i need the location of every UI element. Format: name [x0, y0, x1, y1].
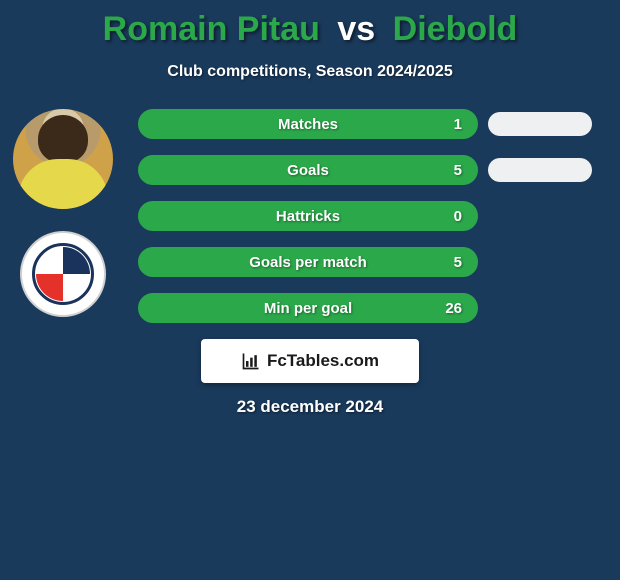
- stat-pill: Goals 5: [138, 155, 478, 185]
- stat-pill: Goals per match 5: [138, 247, 478, 277]
- subtitle: Club competitions, Season 2024/2025: [0, 63, 620, 81]
- stat-pill: Matches 1: [138, 109, 478, 139]
- stat-row: Matches 1: [138, 109, 602, 139]
- chart-icon: [241, 351, 261, 371]
- stat-pill: Hattricks 0: [138, 201, 478, 231]
- player1-name: Romain Pitau: [103, 10, 320, 48]
- club-badge: [20, 231, 106, 317]
- stat-value: 5: [454, 162, 462, 179]
- date-text: 23 december 2024: [0, 397, 620, 417]
- stats-list: Matches 1 Goals 5 Hattricks 0 Goals per …: [138, 109, 602, 323]
- player2-name: Diebold: [393, 10, 518, 48]
- content: Matches 1 Goals 5 Hattricks 0 Goals per …: [0, 109, 620, 323]
- page-title: Romain Pitau vs Diebold: [0, 0, 620, 49]
- stat-right-pill: [488, 158, 592, 182]
- stat-label: Hattricks: [276, 208, 340, 225]
- stat-value: 26: [445, 300, 462, 317]
- left-column: [8, 109, 118, 317]
- stat-label: Min per goal: [264, 300, 352, 317]
- stat-value: 1: [454, 116, 462, 133]
- stat-row: Min per goal 26: [138, 293, 602, 323]
- stat-label: Matches: [278, 116, 338, 133]
- vs-label: vs: [337, 10, 375, 48]
- stat-label: Goals per match: [249, 254, 367, 271]
- stat-row: Hattricks 0: [138, 201, 602, 231]
- brand-badge[interactable]: FcTables.com: [201, 339, 419, 383]
- stat-label: Goals: [287, 162, 329, 179]
- brand-text: FcTables.com: [267, 351, 379, 371]
- stat-pill: Min per goal 26: [138, 293, 478, 323]
- stat-row: Goals per match 5: [138, 247, 602, 277]
- stat-value: 5: [454, 254, 462, 271]
- stat-value: 0: [454, 208, 462, 225]
- player-avatar: [13, 109, 113, 209]
- stat-right-pill: [488, 112, 592, 136]
- stat-row: Goals 5: [138, 155, 602, 185]
